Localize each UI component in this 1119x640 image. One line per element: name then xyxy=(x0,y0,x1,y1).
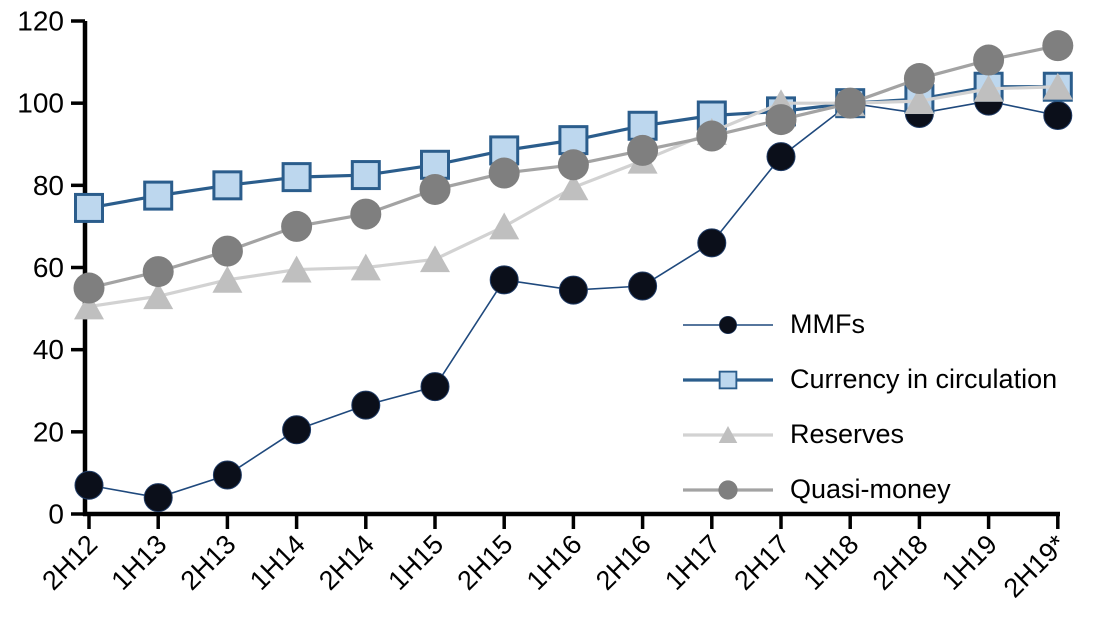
data-point-marker xyxy=(74,292,104,320)
chart-legend: MMFs Currency in circulation Reserves Quasi… xyxy=(683,297,1057,517)
y-axis-tick-label: 40 xyxy=(33,334,64,365)
data-point-marker xyxy=(628,271,658,301)
data-point-marker xyxy=(973,44,1005,76)
x-axis-category-label: 2H18 xyxy=(867,529,934,596)
data-point-marker xyxy=(420,245,450,273)
data-point-marker xyxy=(143,483,173,513)
data-point-marker xyxy=(143,180,174,211)
legend-marker-reserves xyxy=(683,425,773,443)
x-axis-category-label: 2H16 xyxy=(590,529,657,596)
data-point-marker xyxy=(212,170,243,201)
x-axis-category-label: 2H19* xyxy=(998,529,1073,604)
data-point-marker xyxy=(281,255,312,283)
data-point-marker xyxy=(697,228,727,258)
x-axis-category-label: 1H14 xyxy=(244,529,311,596)
data-point-marker xyxy=(212,460,242,490)
data-point-marker xyxy=(718,370,738,389)
data-point-marker xyxy=(627,110,658,141)
data-point-marker xyxy=(627,134,659,166)
data-point-marker xyxy=(1042,72,1073,100)
data-point-marker xyxy=(350,160,381,191)
data-point-marker xyxy=(696,120,728,152)
data-point-marker xyxy=(557,149,589,181)
data-point-marker xyxy=(281,210,313,242)
x-axis-category-label: 1H15 xyxy=(382,529,449,596)
y-axis-tick-label: 100 xyxy=(17,88,64,119)
data-point-marker xyxy=(834,87,866,119)
legend-label: MMFs xyxy=(790,309,865,339)
legend-item-quasi-money: Quasi-money xyxy=(683,462,1057,517)
y-axis-tick-label: 60 xyxy=(33,252,64,283)
x-axis-category-label: 2H14 xyxy=(313,529,380,596)
data-point-marker xyxy=(765,104,797,136)
data-point-marker xyxy=(212,265,243,293)
legend-label: Reserves xyxy=(790,419,905,449)
data-point-marker xyxy=(350,198,382,230)
y-axis-tick-label: 20 xyxy=(33,416,64,447)
x-axis-category-label: 1H19 xyxy=(936,529,1003,596)
data-point-marker xyxy=(718,479,738,500)
data-point-marker xyxy=(420,372,450,402)
data-point-marker xyxy=(489,212,520,240)
data-point-marker xyxy=(766,142,796,172)
data-point-marker xyxy=(904,87,935,115)
data-point-marker xyxy=(489,135,520,166)
data-point-marker xyxy=(419,173,451,205)
legend-marker-quasi-money xyxy=(683,479,773,500)
x-axis-category-label: 2H13 xyxy=(175,529,242,596)
data-point-marker xyxy=(281,162,312,193)
x-axis-category-label: 2H12 xyxy=(36,529,103,596)
data-point-marker xyxy=(74,192,104,223)
legend-label: Quasi-money xyxy=(790,474,951,504)
legend-item-reserves: Reserves xyxy=(683,407,1057,462)
data-point-marker xyxy=(143,282,174,310)
x-axis-category-label: 1H18 xyxy=(798,529,865,596)
data-point-marker xyxy=(719,315,737,334)
x-axis-category-label: 1H17 xyxy=(659,529,726,596)
x-axis-category-label: 1H13 xyxy=(106,529,173,596)
legend-label: Currency in circulation xyxy=(790,364,1058,394)
y-axis-tick-label: 0 xyxy=(48,499,64,530)
data-point-marker xyxy=(74,470,104,500)
series-quasi-money xyxy=(73,30,1074,304)
data-point-marker xyxy=(558,173,589,201)
data-point-marker xyxy=(718,425,738,443)
legend-item-currency-in-circulation: Currency in circulation xyxy=(683,352,1057,407)
y-axis-tick-label: 120 xyxy=(17,6,64,37)
data-point-marker xyxy=(488,157,520,189)
data-point-marker xyxy=(903,63,935,95)
data-point-marker xyxy=(1043,100,1073,130)
data-point-marker xyxy=(350,253,381,281)
data-point-marker xyxy=(558,275,588,305)
x-axis-category-label: 2H15 xyxy=(452,529,519,596)
x-axis-category-label: 2H17 xyxy=(728,529,795,596)
data-point-marker xyxy=(1042,30,1074,62)
y-axis-tick-label: 80 xyxy=(33,170,64,201)
data-point-marker xyxy=(282,415,312,445)
data-point-marker xyxy=(489,265,519,295)
data-point-marker xyxy=(142,256,174,288)
data-point-marker xyxy=(973,74,1004,102)
legend-item-mmfs: MMFs xyxy=(683,297,1057,352)
legend-marker-mmfs xyxy=(683,315,773,334)
data-point-marker xyxy=(73,272,105,304)
data-point-marker xyxy=(211,235,243,267)
legend-marker-currency-in-circulation xyxy=(683,370,773,389)
data-point-marker xyxy=(351,390,381,420)
x-axis-category-label: 1H16 xyxy=(521,529,588,596)
